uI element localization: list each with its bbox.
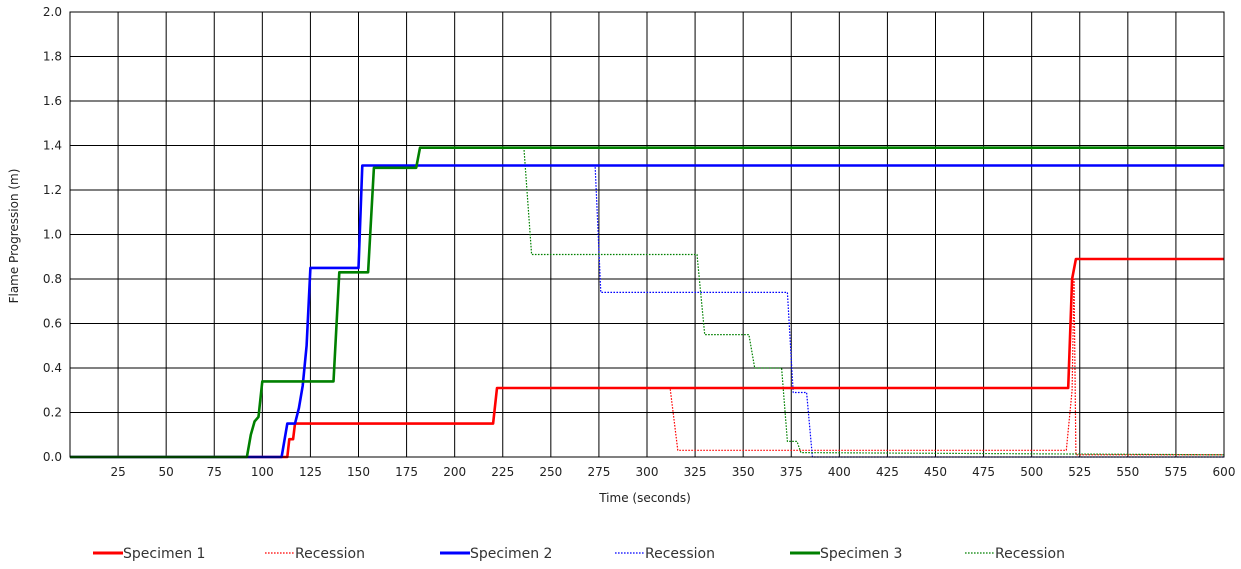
legend-label: Recession [295,546,365,562]
y-tick-label: 1.8 [43,50,62,64]
y-tick-label: 0.6 [43,317,62,331]
plot-frame [69,11,1225,458]
x-tick-label: 500 [1020,465,1043,479]
x-tick-label: 250 [539,465,562,479]
legend-label: Specimen 2 [470,546,552,562]
x-tick-label: 125 [299,465,322,479]
x-tick-label: 425 [876,465,899,479]
legend-label: Specimen 3 [820,546,902,562]
specimen-line-2 [70,164,1224,459]
y-tick-label: 1.2 [43,183,62,197]
x-axis-label: Time (seconds) [598,491,691,505]
y-tick-label: 0.2 [43,406,62,420]
legend-label: Recession [645,546,715,562]
legend-label: Recession [995,546,1065,562]
x-tick-label: 75 [207,465,222,479]
x-tick-label: 175 [395,465,418,479]
y-tick-label: 2.0 [43,5,62,19]
legend: Specimen 1 Recession Specimen 2 Recession Sp… [93,546,1065,562]
x-tick-label: 25 [110,465,125,479]
y-tick-label: 0.0 [43,450,62,464]
x-tick-label: 200 [443,465,466,479]
x-tick-label: 325 [684,465,707,479]
x-tick-label: 600 [1213,465,1236,479]
plot-series [70,146,1225,459]
specimen-line-4 [70,146,1224,459]
x-tick-label: 50 [159,465,174,479]
x-tick-label: 375 [780,465,803,479]
grid [70,11,1225,458]
x-tick-label: 300 [636,465,659,479]
x-tick-label: 550 [1116,465,1139,479]
x-tick-label: 100 [251,465,274,479]
x-tick-label: 275 [587,465,610,479]
x-tick-label: 150 [347,465,370,479]
x-tick-label: 450 [924,465,947,479]
y-axis-label: Flame Progression (m) [7,169,21,304]
x-tick-label: 400 [828,465,851,479]
x-tick-label: 525 [1068,465,1091,479]
recession-line-1 [70,278,1224,458]
y-tick-label: 1.4 [43,139,62,153]
y-tick-label: 1.6 [43,94,62,108]
y-tick-label: 1.0 [43,228,62,242]
axes: 25 50 75 100 125 150 175 200 225 250 275 300 325 350 3… [43,5,1236,479]
x-tick-label: 475 [972,465,995,479]
x-tick-label: 350 [732,465,755,479]
x-tick-label: 225 [491,465,514,479]
y-tick-label: 0.8 [43,272,62,286]
x-tick-label: 575 [1164,465,1187,479]
legend-label: Specimen 1 [123,546,205,562]
y-tick-label: 0.4 [43,361,62,375]
specimen-line-0 [70,257,1224,459]
